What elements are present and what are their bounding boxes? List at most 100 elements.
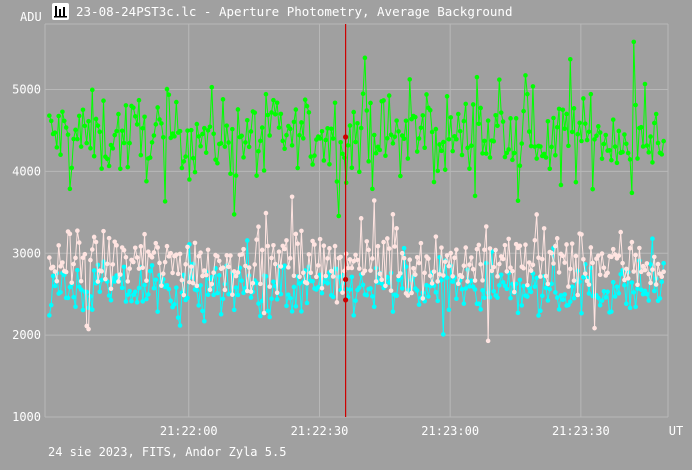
series-1-point: [480, 278, 485, 283]
cursor-point-0: [343, 134, 349, 140]
series-1-segment: [433, 236, 437, 272]
series-2-segment: [539, 295, 543, 311]
series-0-segment: [327, 128, 330, 165]
series-2-point: [618, 271, 623, 277]
series-0-segment: [256, 151, 259, 176]
series-1-segment: [597, 255, 601, 275]
series-1-segment: [104, 263, 108, 280]
series-1-segment: [71, 264, 75, 283]
series-0-segment: [370, 102, 373, 189]
series-2-point: [657, 296, 663, 301]
series-2-point: [299, 309, 304, 314]
series-0-point: [278, 111, 284, 117]
series-1-segment: [375, 246, 379, 282]
series-0-segment: [455, 113, 459, 140]
series-2-segment: [278, 266, 282, 295]
series-2-segment: [351, 276, 355, 316]
series-1-point: [63, 269, 69, 275]
series-1-point: [455, 281, 461, 286]
series-2-segment: [519, 279, 523, 306]
series-0-segment: [526, 94, 530, 132]
series-0-point: [252, 110, 258, 115]
series-2-point: [136, 285, 142, 291]
series-1-segment: [373, 200, 377, 282]
series-2-point: [635, 286, 640, 292]
series-1-segment: [384, 238, 388, 286]
series-2-segment: [552, 248, 556, 293]
series-2-segment: [541, 276, 545, 296]
series-0-point: [485, 118, 491, 123]
series-1-segment: [159, 262, 162, 286]
series-0-point: [80, 107, 86, 113]
series-1-segment: [582, 259, 586, 274]
series-0-segment: [222, 99, 226, 147]
series-0-point: [427, 107, 433, 113]
series-0-segment: [67, 134, 71, 189]
series-2-segment: [396, 279, 400, 296]
series-0-segment: [616, 130, 620, 163]
series-1-segment: [144, 234, 147, 281]
series-2-segment: [635, 288, 639, 307]
series-0-segment: [117, 114, 121, 169]
series-1-segment: [254, 239, 258, 265]
series-2-point: [52, 283, 58, 289]
series-1-point: [420, 296, 426, 301]
series-2-segment: [454, 277, 457, 299]
series-2-segment: [448, 265, 452, 310]
series-1-segment: [504, 245, 508, 272]
series-2-segment: [515, 283, 519, 313]
series-1-segment: [248, 267, 252, 292]
series-0-segment: [349, 125, 353, 168]
series-0-point: [142, 114, 147, 120]
series-1-segment: [399, 253, 403, 274]
series-1-point: [267, 284, 272, 289]
series-1-segment: [403, 258, 407, 294]
series-0-segment: [295, 109, 299, 169]
series-1-segment: [618, 232, 622, 256]
series-0-segment: [175, 102, 179, 133]
series-0-segment: [580, 98, 584, 142]
series-1-segment: [319, 239, 323, 289]
series-2-point: [99, 277, 104, 283]
series-1-point: [648, 280, 653, 286]
series-1-segment: [172, 256, 175, 273]
series-0-segment: [351, 112, 355, 168]
series-0-segment: [508, 118, 512, 150]
series-1-segment: [485, 226, 489, 341]
series-1-segment: [243, 249, 246, 266]
series-1-point: [450, 273, 455, 279]
series-0-segment: [584, 123, 588, 141]
series-0-point: [159, 121, 164, 126]
series-0-segment: [592, 139, 596, 190]
series-2-point: [399, 286, 405, 291]
series-2-segment: [405, 266, 409, 291]
series-1-point: [71, 261, 76, 267]
series-1-point: [108, 286, 114, 292]
series-2-point: [211, 292, 216, 298]
series-2-segment: [536, 277, 540, 316]
series-1-segment: [631, 242, 635, 272]
series-0-segment: [145, 158, 149, 182]
series-0-point: [407, 77, 413, 82]
series-1-segment: [547, 252, 551, 284]
series-0-segment: [58, 115, 62, 155]
series-2-segment: [179, 292, 183, 326]
series-1-segment: [323, 245, 327, 277]
series-2-point: [633, 304, 638, 310]
series-1-point: [545, 281, 551, 287]
series-1-segment: [655, 264, 659, 285]
series-2-segment: [638, 260, 642, 290]
x-tick-label-3: 21:23:30: [552, 424, 610, 438]
series-2-segment: [233, 287, 237, 310]
series-1-point: [485, 338, 491, 344]
series-0-point: [653, 111, 659, 117]
series-1-segment: [192, 242, 196, 284]
series-0-segment: [573, 108, 577, 183]
series-2-point: [269, 296, 274, 301]
series-1-segment: [224, 255, 228, 290]
series-1-segment: [84, 254, 88, 326]
series-1-segment: [145, 251, 149, 281]
series-0-segment: [360, 93, 364, 129]
series-1-point: [76, 240, 82, 245]
